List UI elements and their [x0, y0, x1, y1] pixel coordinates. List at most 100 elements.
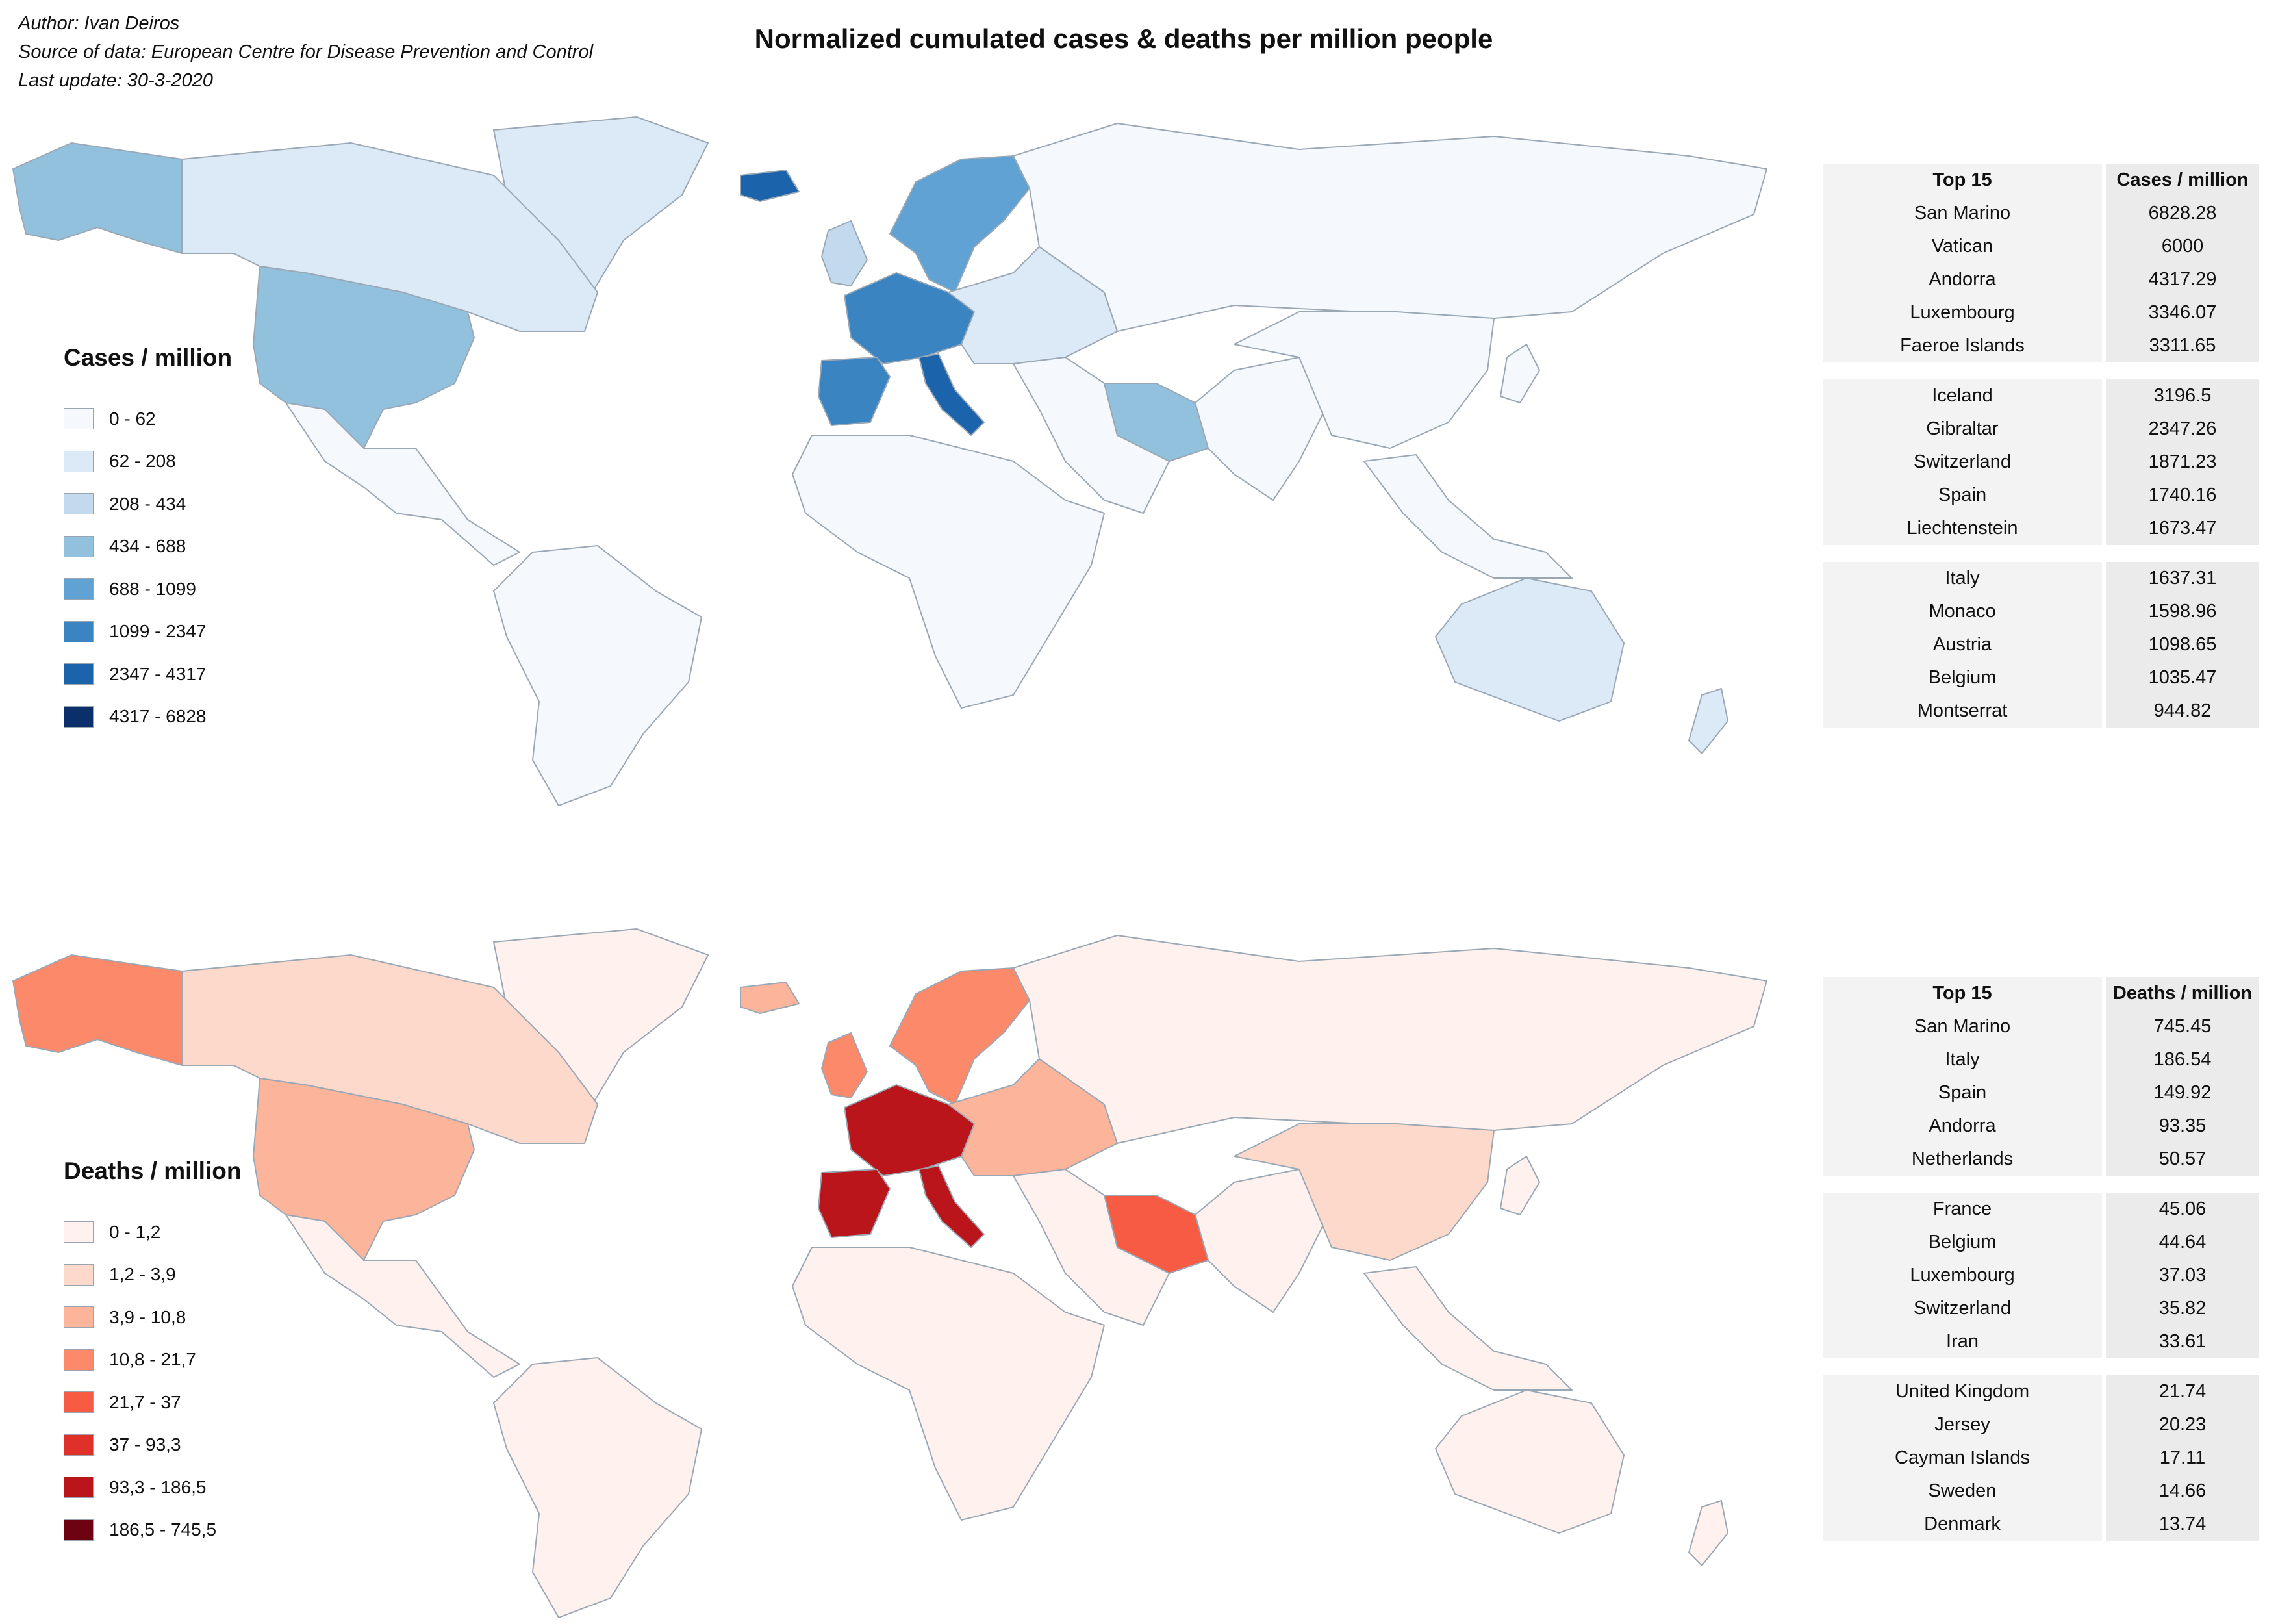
deaths-region-uk [821, 1032, 868, 1098]
deaths-value-cell: 17.11 [2106, 1441, 2259, 1475]
deaths-legend-swatch [64, 1434, 94, 1456]
deaths-country-cell: Andorra [1823, 1110, 2102, 1143]
author-text: Author: Ivan Deiros [18, 13, 180, 34]
deaths-value-cell: 21.74 [2106, 1375, 2259, 1408]
cases-table-group-gap [1823, 545, 2259, 562]
deaths-table-row: France 45.06 [1823, 1193, 2259, 1226]
deaths-legend-swatch [64, 1221, 94, 1243]
deaths-legend-swatch [64, 1263, 94, 1286]
deaths-region-south-america [493, 1357, 702, 1618]
cases-region-uk [821, 220, 868, 286]
cases-country-cell: Switzerland [1823, 446, 2102, 479]
cases-region-china [1234, 311, 1495, 449]
deaths-legend-item: 186,5 - 745,5 [64, 1509, 241, 1552]
deaths-legend-label: 37 - 93,3 [109, 1434, 181, 1455]
cases-value-cell: 6828.28 [2106, 197, 2259, 230]
deaths-legend-label: 93,3 - 186,5 [109, 1477, 207, 1497]
deaths-legend-label: 10,8 - 21,7 [109, 1349, 196, 1370]
cases-region-iberia [818, 357, 891, 426]
cases-legend-swatch [64, 620, 94, 642]
cases-table-row: Austria 1098.65 [1823, 628, 2259, 661]
deaths-legend-label: 1,2 - 3,9 [109, 1264, 176, 1285]
cases-table-row: Switzerland 1871.23 [1823, 446, 2259, 479]
cases-table-group-gap [1823, 362, 2259, 379]
cases-value-cell: 3196.5 [2106, 379, 2259, 412]
cases-country-cell: Iceland [1823, 379, 2102, 412]
cases-legend-item: 0 - 62 [64, 398, 232, 440]
deaths-country-cell: San Marino [1823, 1010, 2102, 1043]
metadata-block: Author: Ivan Deiros Source of data: Euro… [18, 9, 593, 95]
source-text: Source of data: European Centre for Dise… [18, 42, 594, 62]
deaths-legend-label: 3,9 - 10,8 [109, 1306, 186, 1327]
cases-legend-item: 1099 - 2347 [64, 611, 232, 653]
deaths-country-cell: Belgium [1823, 1226, 2102, 1259]
deaths-region-japan [1500, 1156, 1540, 1215]
cases-region-italy [918, 353, 985, 436]
page-title: Normalized cumulated cases & deaths per … [754, 23, 1493, 54]
deaths-legend-item: 1,2 - 3,9 [64, 1254, 241, 1297]
deaths-value-cell: 33.61 [2106, 1325, 2259, 1358]
cases-value-cell: 1637.31 [2106, 562, 2259, 595]
deaths-value-cell: 13.74 [2106, 1508, 2259, 1541]
deaths-value-cell: 149.92 [2106, 1076, 2259, 1110]
cases-country-cell: Monaco [1823, 595, 2102, 628]
deaths-value-cell: 93.35 [2106, 1110, 2259, 1143]
cases-legend-swatch [64, 578, 94, 600]
cases-top15-table: Top 15 Cases / million San Marino 6828.28 Va… [1823, 164, 2259, 728]
cases-country-cell: Spain [1823, 479, 2102, 512]
deaths-country-cell: Denmark [1823, 1508, 2102, 1541]
cases-map-svg [12, 116, 1767, 806]
cases-region-mexico-central [285, 402, 520, 566]
cases-table-row: Spain 1740.16 [1823, 479, 2259, 512]
cases-value-cell: 3346.07 [2106, 296, 2259, 329]
deaths-legend-label: 186,5 - 745,5 [109, 1519, 217, 1540]
cases-legend-swatch [64, 535, 94, 557]
deaths-country-cell: Italy [1823, 1043, 2102, 1076]
cases-legend-label: 434 - 688 [109, 536, 186, 557]
deaths-country-cell: Cayman Islands [1823, 1441, 2102, 1475]
deaths-country-cell: Sweden [1823, 1475, 2102, 1508]
cases-country-cell: Luxembourg [1823, 296, 2102, 329]
cases-table-row: Andorra 4317.29 [1823, 263, 2259, 296]
cases-country-cell: Italy [1823, 562, 2102, 595]
cases-value-cell: 1598.96 [2106, 595, 2259, 628]
deaths-legend-swatch [64, 1477, 94, 1499]
cases-legend-item: 434 - 688 [64, 526, 232, 568]
cases-region-canada [181, 142, 598, 332]
deaths-country-cell: Luxembourg [1823, 1259, 2102, 1292]
cases-region-scandinavia [889, 155, 1030, 293]
cases-region-asia [1195, 357, 1332, 501]
cases-table-row: Iceland 3196.5 [1823, 379, 2259, 412]
cases-country-cell: Liechtenstein [1823, 512, 2102, 545]
deaths-value-cell: 745.45 [2106, 1010, 2259, 1043]
deaths-country-cell: Netherlands [1823, 1143, 2102, 1176]
deaths-legend-swatch [64, 1391, 94, 1414]
deaths-region-scandinavia [889, 967, 1030, 1105]
deaths-table-row: Denmark 13.74 [1823, 1508, 2259, 1541]
cases-country-cell: Austria [1823, 628, 2102, 661]
cases-table-row: Luxembourg 3346.07 [1823, 296, 2259, 329]
deaths-table-header-cell: Top 15 [1823, 977, 2102, 1010]
deaths-table-row: Belgium 44.64 [1823, 1226, 2259, 1259]
deaths-value-cell: 45.06 [2106, 1193, 2259, 1226]
cases-table-row: Faeroe Islands 3311.65 [1823, 329, 2259, 362]
cases-country-cell: Andorra [1823, 263, 2102, 296]
cases-legend-label: 688 - 1099 [109, 578, 196, 599]
deaths-table-row: San Marino 745.45 [1823, 1010, 2259, 1043]
deaths-region-new-zealand [1688, 1500, 1728, 1566]
deaths-legend-item: 3,9 - 10,8 [64, 1296, 241, 1339]
cases-region-south-america [493, 545, 702, 806]
cases-table-row: Gibraltar 2347.26 [1823, 412, 2259, 446]
cases-legend-swatch [64, 450, 94, 472]
cases-value-cell: 1740.16 [2106, 479, 2259, 512]
cases-legend-item: 2347 - 4317 [64, 653, 232, 696]
cases-region-southeast-asia [1363, 454, 1573, 579]
deaths-map [0, 909, 1777, 1624]
deaths-table-row: Cayman Islands 17.11 [1823, 1441, 2259, 1475]
deaths-value-cell: 20.23 [2106, 1408, 2259, 1441]
cases-legend-item: 4317 - 6828 [64, 696, 232, 739]
deaths-value-cell: 186.54 [2106, 1043, 2259, 1076]
deaths-table-row: Italy 186.54 [1823, 1043, 2259, 1076]
deaths-table-group-gap [1823, 1358, 2259, 1375]
cases-legend-label: 1099 - 2347 [109, 621, 207, 642]
